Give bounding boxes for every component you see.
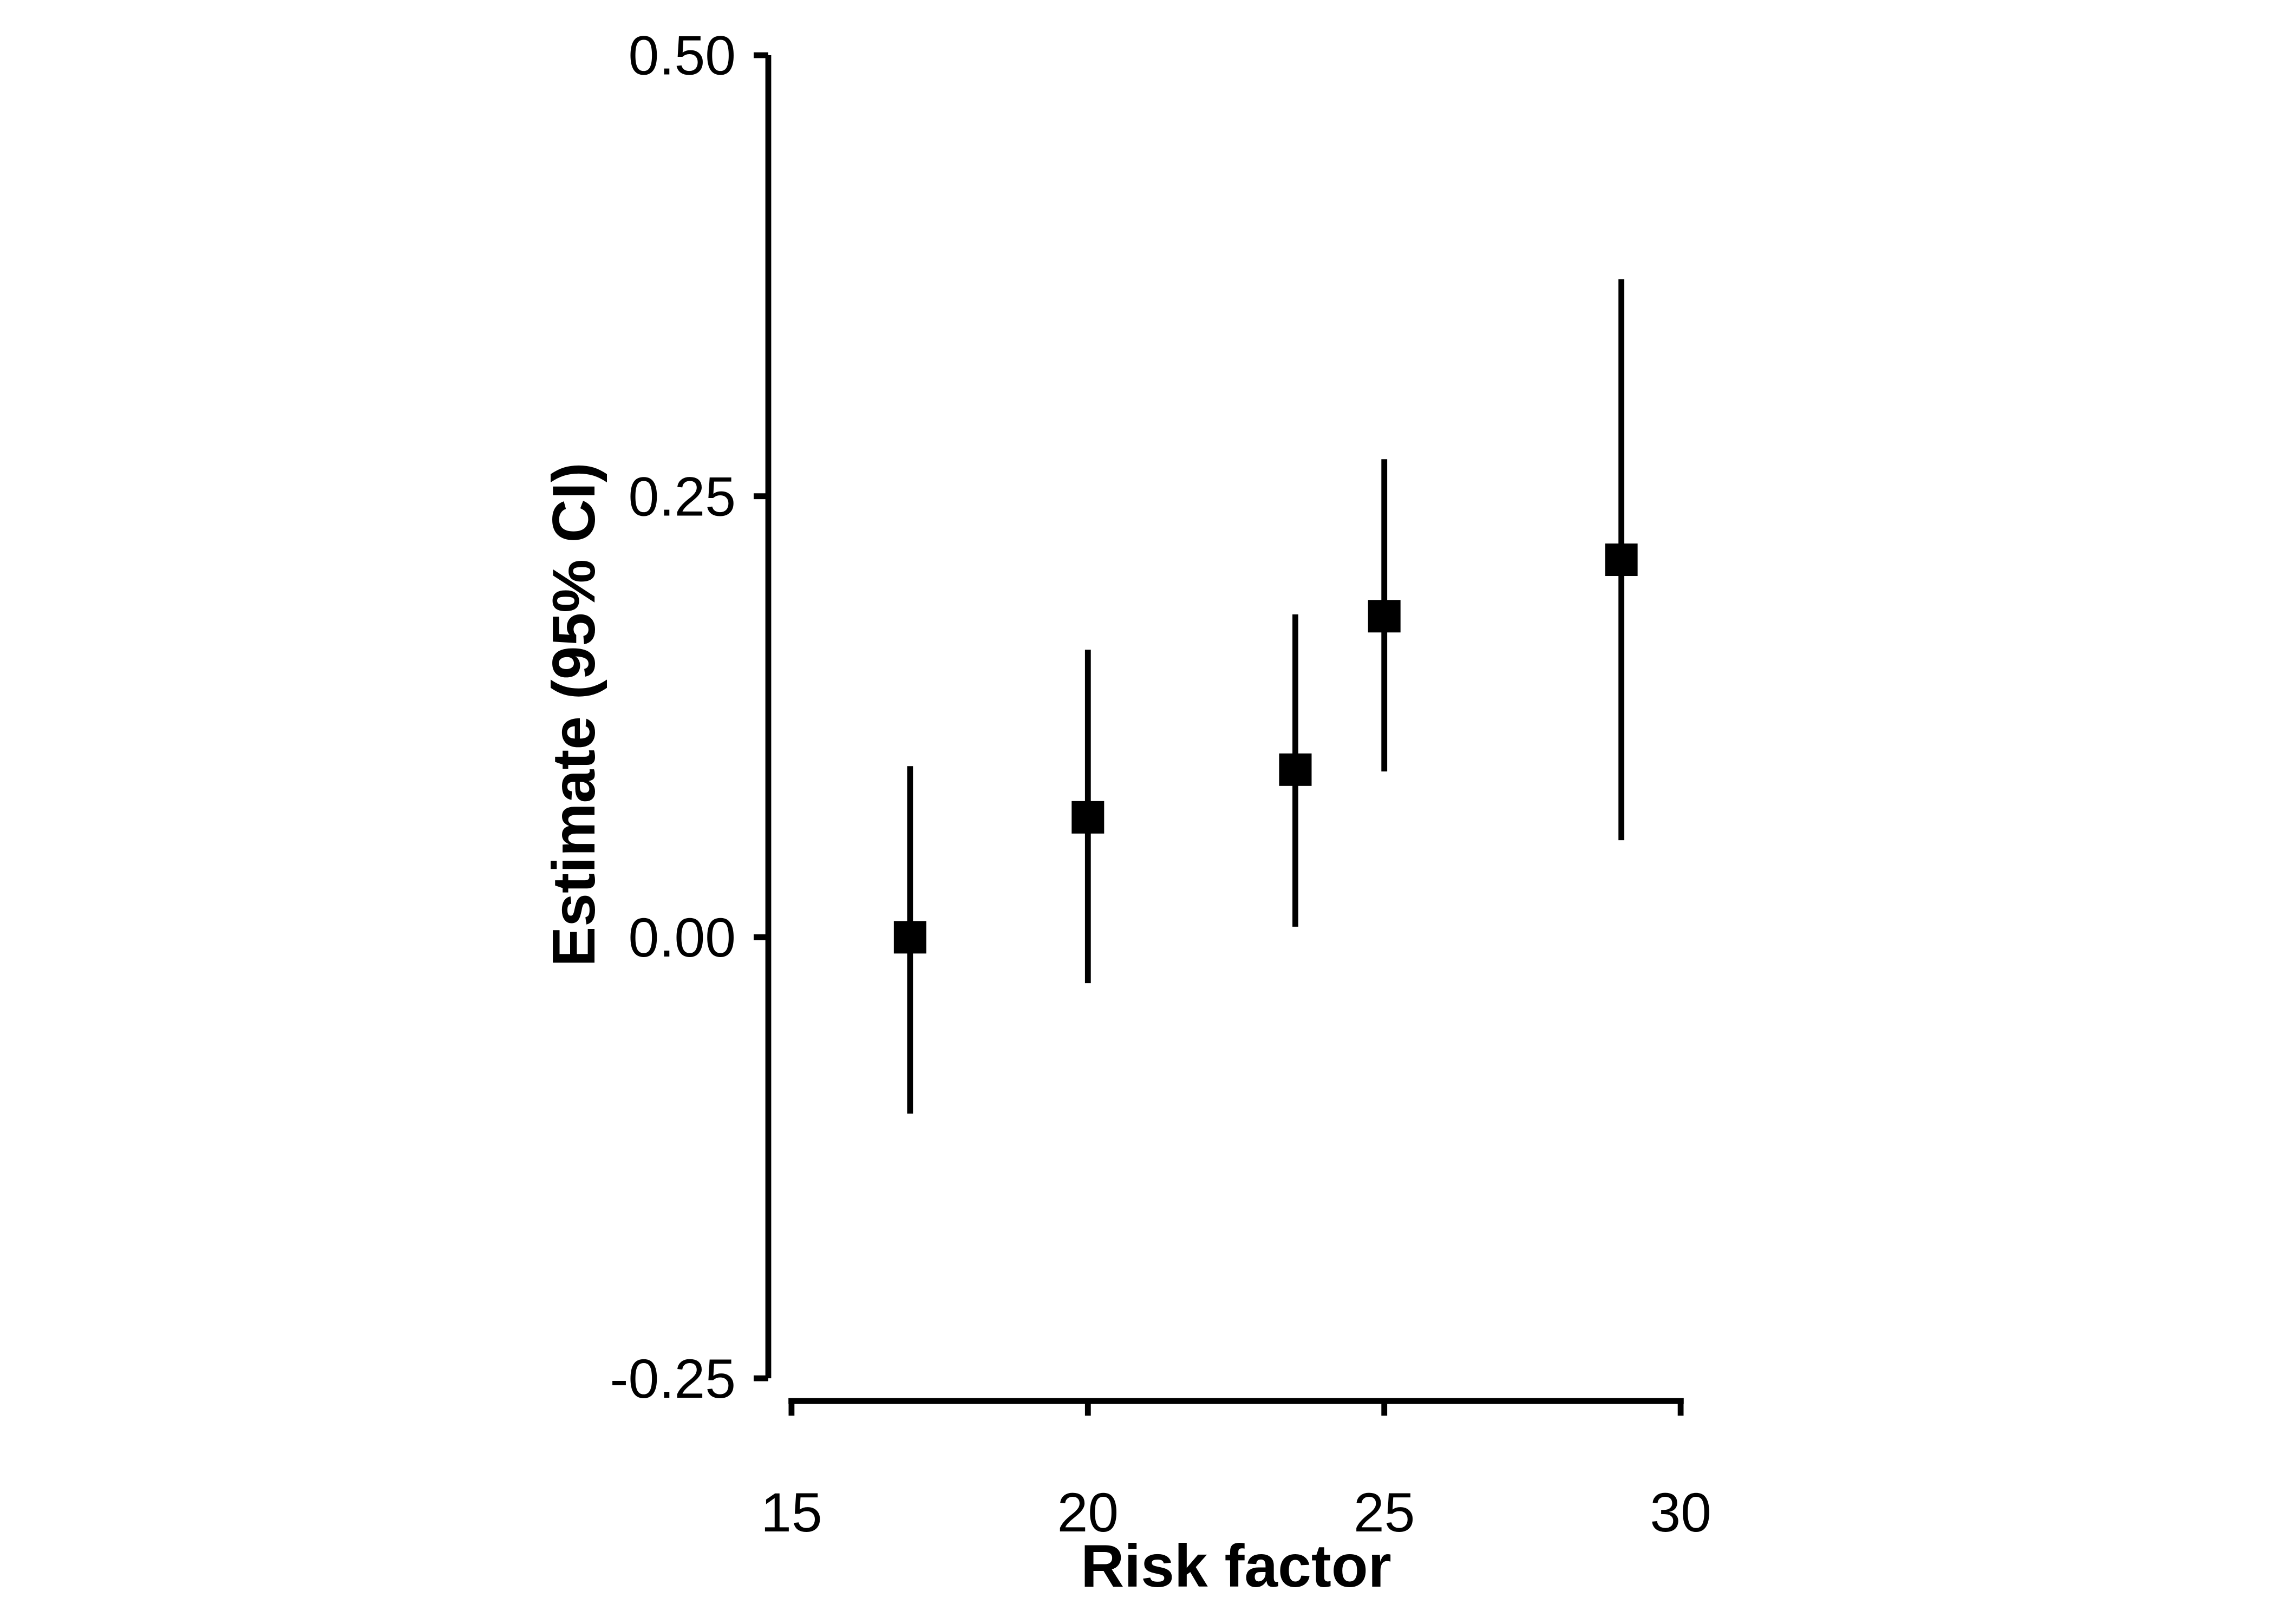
x-axis: 15 20 25 30 xyxy=(761,1398,1711,1543)
y-tick-label: 0.25 xyxy=(628,466,736,527)
x-axis-title: Risk factor xyxy=(1081,1533,1391,1600)
x-tick-label: 25 xyxy=(1354,1482,1415,1543)
y-axis-title: Estimate (95% CI) xyxy=(540,462,607,966)
estimate-point xyxy=(1605,279,1638,841)
y-tick-label: 0.00 xyxy=(628,907,736,968)
y-tick-label: 0.50 xyxy=(628,25,736,87)
estimate-point xyxy=(893,766,926,1114)
estimate-point xyxy=(1071,650,1105,984)
x-tick-label: 15 xyxy=(761,1482,822,1543)
point-marker-square xyxy=(1605,543,1638,577)
point-marker-square xyxy=(1279,753,1312,786)
data-points xyxy=(893,279,1638,1114)
point-marker-square xyxy=(1071,801,1105,834)
estimate-point xyxy=(1279,614,1312,927)
estimate-point xyxy=(1368,459,1401,772)
y-axis: 0.50 0.25 0.00 -0.25 xyxy=(610,25,772,1410)
y-tick-label: -0.25 xyxy=(610,1348,736,1410)
point-marker-square xyxy=(1368,600,1401,633)
point-marker-square xyxy=(893,921,926,954)
x-tick-label: 30 xyxy=(1650,1482,1711,1543)
x-tick-label: 20 xyxy=(1057,1482,1119,1543)
